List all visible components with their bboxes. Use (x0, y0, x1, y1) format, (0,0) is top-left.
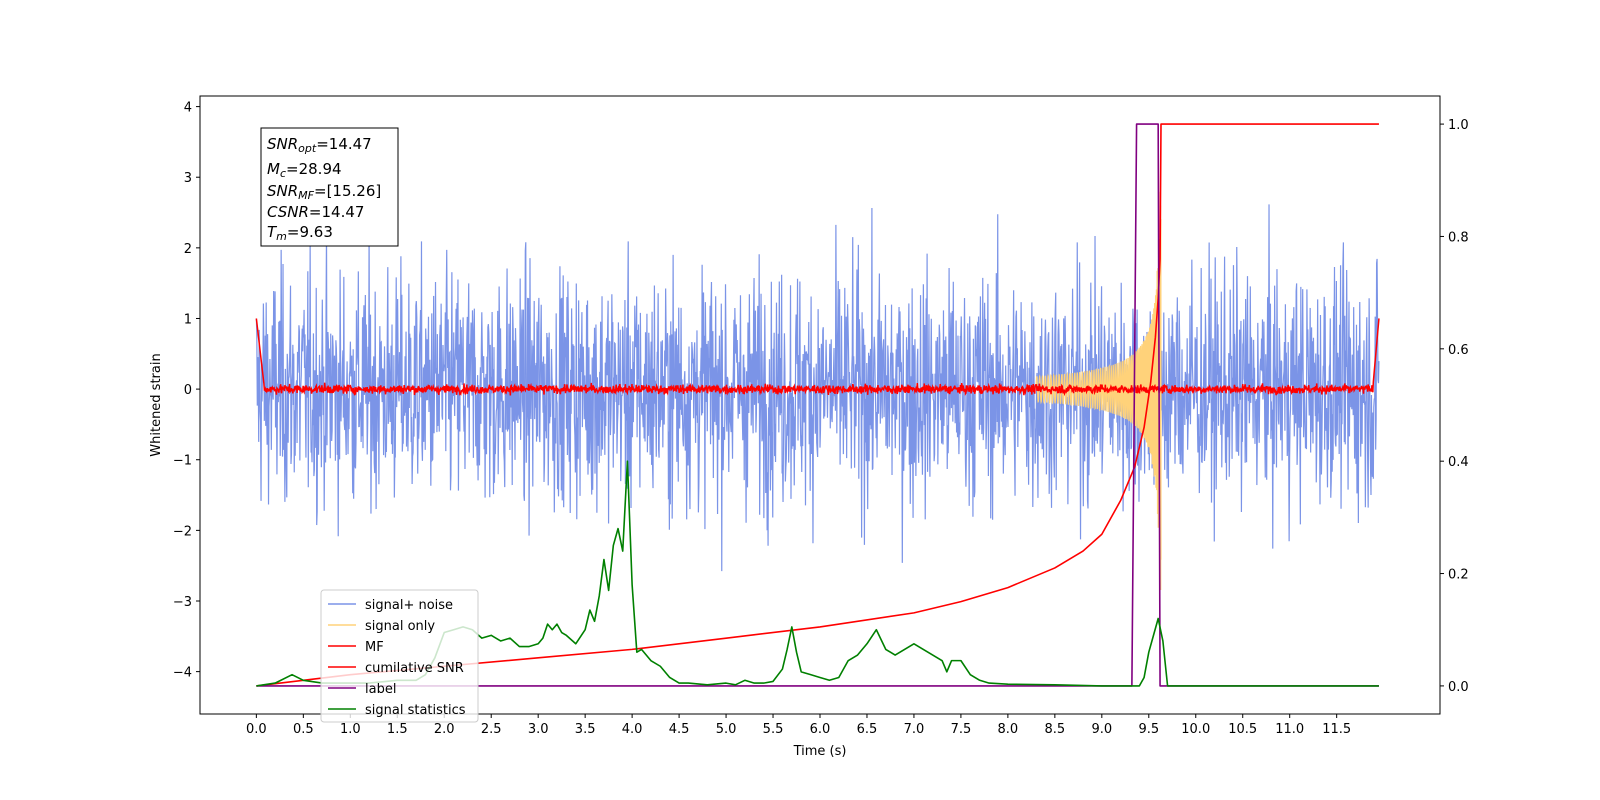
y-tick-label-right: 0.4 (1448, 455, 1469, 470)
series-signal-statistics (256, 460, 1379, 687)
x-tick-label: 11.0 (1275, 722, 1304, 737)
x-tick-label: 6.0 (810, 722, 831, 737)
legend: signal+ noise signal only MF cumilative SNR… (320, 589, 479, 723)
x-tick-label: 7.0 (904, 722, 925, 737)
series-signal-noise (255, 204, 1380, 572)
x-tick-label: 10.0 (1181, 722, 1210, 737)
x-tick-label: 9.5 (1138, 722, 1159, 737)
x-tick-label: 11.5 (1322, 722, 1351, 737)
info-tm: Tm=9.63 (267, 223, 333, 243)
x-tick-label: 6.5 (857, 722, 878, 737)
y-axis-left: 4 3 2 1 0 −1 −2 −3 −4 (173, 101, 200, 681)
info-mc: Mc=28.94 (267, 160, 342, 180)
x-tick-label: 1.0 (340, 722, 361, 737)
x-axis-title: Time (s) (793, 744, 847, 759)
x-tick-label: 0.5 (293, 722, 314, 737)
y-tick-label-right: 0.0 (1448, 680, 1469, 695)
legend-label: signal statistics (365, 703, 466, 718)
legend-label: signal only (365, 619, 435, 634)
info-snr-mf: SNRMF=[15.26] (267, 182, 381, 202)
y-tick-label-left: 3 (184, 171, 192, 186)
x-tick-label: 7.5 (951, 722, 972, 737)
x-tick-label: 8.0 (998, 722, 1019, 737)
y-tick-label-right: 1.0 (1448, 118, 1469, 133)
info-snr-opt: SNRopt=14.47 (267, 135, 372, 155)
x-tick-label: 8.5 (1045, 722, 1066, 737)
info-csnr: CSNR=14.47 (267, 203, 364, 221)
x-tick-label: 3.0 (528, 722, 549, 737)
y-tick-label-left: −1 (173, 454, 192, 469)
y-tick-label-left: 0 (184, 383, 192, 398)
x-tick-label: 4.0 (622, 722, 643, 737)
y-tick-label-left: 4 (184, 101, 192, 116)
plot-series (255, 123, 1380, 687)
series-mf (255, 318, 1380, 397)
x-tick-label: 4.5 (669, 722, 690, 737)
y-tick-label-left: −4 (173, 666, 192, 681)
x-tick-label: 2.0 (434, 722, 455, 737)
x-tick-label: 9.0 (1091, 722, 1112, 737)
x-axis: 0.0 0.5 1.0 1.5 2.0 2.5 3.0 3.5 4.0 4.5 5.0 5.5 6.0 6… (246, 714, 1351, 737)
y-tick-label-left: −3 (173, 595, 192, 610)
x-tick-label: 5.0 (716, 722, 737, 737)
series-signal-only (1035, 191, 1162, 590)
x-tick-label: 2.5 (481, 722, 502, 737)
legend-label: signal+ noise (365, 598, 453, 613)
x-tick-label: 0.0 (246, 722, 267, 737)
legend-label: cumilative SNR (365, 661, 464, 676)
x-tick-label: 5.5 (763, 722, 784, 737)
info-box: SNRopt=14.47 Mc=28.94 SNRMF=[15.26] CSNR… (260, 127, 399, 247)
y-tick-label-left: 2 (184, 242, 192, 257)
x-tick-label: 1.5 (387, 722, 408, 737)
y-tick-label-left: −2 (173, 524, 192, 539)
y-tick-label-left: 1 (184, 312, 192, 327)
legend-label: MF (365, 640, 384, 655)
y-tick-label-right: 0.8 (1448, 230, 1469, 245)
y-axis-title-left: Whitened strain (149, 353, 164, 456)
series-cumulative-snr (256, 123, 1379, 687)
x-tick-label: 10.5 (1228, 722, 1257, 737)
y-tick-label-right: 0.2 (1448, 568, 1469, 583)
y-axis-right: 1.0 0.8 0.6 0.4 0.2 0.0 (1440, 118, 1469, 695)
x-tick-label: 3.5 (575, 722, 596, 737)
legend-label: label (365, 682, 396, 697)
y-tick-label-right: 0.6 (1448, 343, 1469, 358)
